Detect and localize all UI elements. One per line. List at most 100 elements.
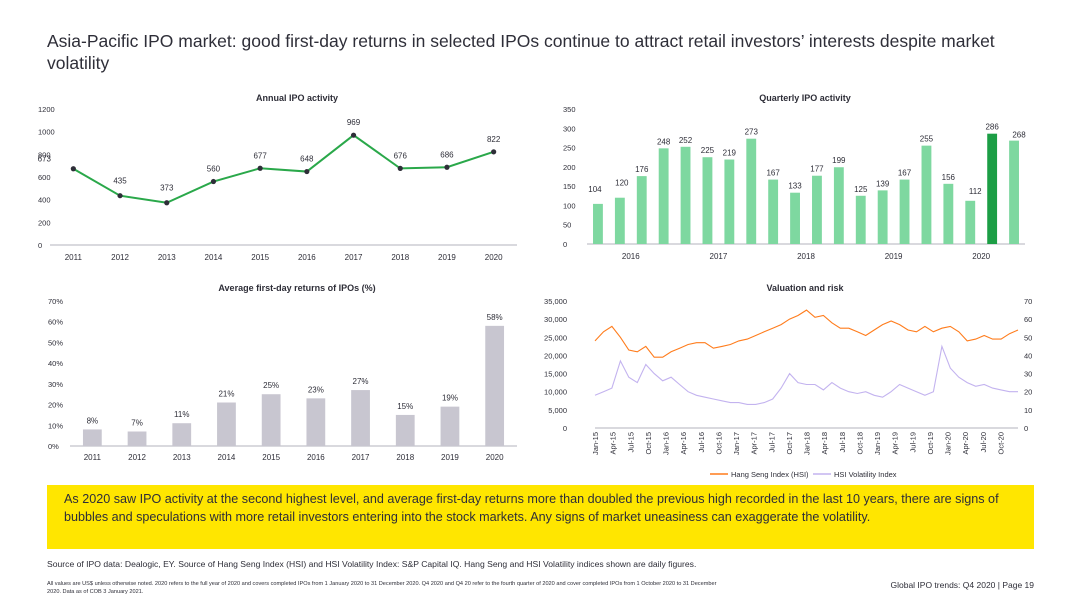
data-label: 156	[942, 173, 956, 182]
y-tick-label: 300	[563, 124, 576, 133]
data-label: 252	[679, 136, 693, 145]
data-label: 120	[615, 179, 629, 188]
quarterly-bar	[1009, 140, 1019, 244]
data-label: 139	[876, 179, 890, 188]
quarterly-bar	[768, 179, 779, 244]
x-tick-label: 2015	[251, 253, 269, 262]
y-right-tick-label: 60	[1024, 315, 1032, 324]
year-label: 2020	[972, 252, 990, 261]
y-right-tick-label: 30	[1024, 370, 1032, 379]
quarterly-bar	[877, 190, 888, 244]
y-tick-label: 200	[563, 163, 576, 172]
quarterly-bar	[658, 148, 669, 244]
page-title: Asia-Pacific IPO market: good first-day …	[47, 31, 995, 73]
y-left-tick-label: 0	[563, 424, 567, 433]
returns-bar	[306, 398, 326, 446]
data-point	[397, 165, 403, 171]
quarterly-bar	[987, 133, 998, 244]
x-tick-label: Jul-20	[979, 432, 988, 452]
y-left-tick-label: 15,000	[544, 370, 567, 379]
data-label: 104	[588, 185, 602, 194]
data-label: 176	[635, 165, 649, 174]
first-day-returns-chart: 0% 10% 20% 30% 40% 50% 60% 70% 8% 7% 11% 21% 25% 23% 2…	[48, 297, 517, 462]
returns-bar	[440, 406, 460, 446]
hsi-line	[594, 309, 1019, 358]
data-label: 248	[657, 137, 671, 146]
data-point	[117, 193, 123, 199]
x-tick-label: Jan-20	[944, 432, 953, 455]
data-label: 8%	[87, 416, 99, 425]
data-label: 560	[207, 165, 221, 174]
x-tick-label: 2020	[485, 253, 503, 262]
quarterly-bar	[680, 146, 691, 244]
x-tick-label: Oct-18	[855, 432, 864, 455]
data-label: 167	[898, 169, 912, 178]
data-label: 21%	[218, 390, 234, 399]
y-left-tick-label: 10,000	[544, 388, 567, 397]
data-label: 648	[300, 155, 314, 164]
quarterly-bar	[965, 200, 976, 244]
quarterly-ipo-chart: 0 50 100 150 200 250 300 350 104 120 176 248 252 225 2…	[563, 105, 1026, 261]
year-label: 2016	[622, 252, 640, 261]
legend-vol-label: HSI Volatility Index	[834, 470, 897, 479]
data-label: 822	[487, 135, 501, 144]
data-point	[350, 132, 357, 138]
x-tick-label: Jan-15	[591, 432, 600, 455]
key-takeaway-banner: As 2020 saw IPO activity at the second h…	[47, 485, 1034, 549]
data-label: 373	[160, 184, 174, 193]
y-tick-label: 150	[563, 182, 576, 191]
data-point	[444, 164, 450, 170]
quarterly-chart-title: Quarterly IPO activity	[759, 93, 851, 103]
data-label: 125	[854, 185, 868, 194]
y-right-tick-label: 10	[1024, 406, 1032, 415]
data-label: 112	[969, 187, 982, 196]
x-tick-label: Jan-19	[873, 432, 882, 455]
y-tick-label: 50	[563, 221, 571, 230]
y-left-tick-label: 35,000	[544, 297, 567, 306]
data-label: 199	[832, 156, 846, 165]
x-tick-label: Jan-17	[732, 432, 741, 455]
y-left-tick-label: 25,000	[544, 333, 567, 342]
y-tick-label: 10%	[48, 421, 63, 430]
x-tick-label: 2019	[441, 453, 459, 462]
hsi-volatility-line	[594, 344, 1018, 405]
year-label: 2019	[885, 252, 903, 261]
y-tick-label: 350	[563, 105, 576, 114]
y-tick-label: 600	[38, 173, 51, 182]
returns-bar	[127, 431, 147, 446]
x-tick-label: Jul-19	[908, 432, 917, 452]
data-label: 58%	[487, 313, 503, 322]
y-right-tick-label: 40	[1024, 351, 1032, 360]
data-label: 25%	[263, 381, 279, 390]
footnotes: All values are US$ unless otherwise note…	[47, 581, 717, 595]
data-label: 268	[1012, 131, 1026, 140]
x-tick-label: 2020	[486, 453, 504, 462]
x-tick-label: 2017	[345, 253, 363, 262]
y-left-tick-label: 20,000	[544, 351, 567, 360]
returns-bar	[395, 414, 415, 446]
y-tick-label: 60%	[48, 318, 63, 327]
x-tick-label: Oct-17	[785, 432, 794, 455]
source-note: Source of IPO data: Dealogic, EY. Source…	[47, 559, 697, 569]
x-tick-label: 2012	[111, 253, 129, 262]
data-point	[70, 166, 76, 172]
y-tick-label: 50%	[48, 338, 63, 347]
y-tick-label: 30%	[48, 380, 63, 389]
data-label: 167	[766, 169, 780, 178]
annual-chart-title: Annual IPO activity	[255, 93, 339, 103]
x-tick-label: 2016	[298, 253, 316, 262]
data-point	[491, 149, 497, 155]
quarterly-bar	[899, 179, 910, 244]
quarterly-bar	[746, 138, 757, 244]
returns-chart-title: Average first-day returns of IPOs (%)	[218, 283, 376, 293]
returns-bar	[261, 394, 281, 446]
x-tick-label: Jul-17	[767, 432, 776, 452]
annual-ipo-chart: 0 200 400 600 800 1000 1200 2011 2012 2013 2014 201…	[38, 105, 517, 262]
x-tick-label: 2016	[307, 453, 325, 462]
x-tick-label: Oct-20	[996, 432, 1005, 455]
x-tick-label: 2011	[84, 453, 102, 462]
y-right-tick-label: 20	[1024, 388, 1032, 397]
x-tick-label: Apr-18	[820, 432, 829, 455]
data-label: 23%	[308, 385, 324, 394]
x-tick-label: 2014	[218, 453, 236, 462]
